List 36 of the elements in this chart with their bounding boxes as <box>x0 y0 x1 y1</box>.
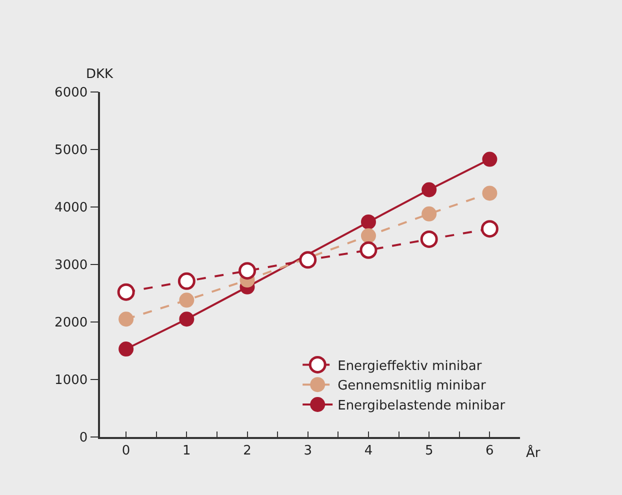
legend-label: Gennemsnitlig minibar <box>338 378 486 394</box>
point <box>480 220 498 238</box>
x-tick-label: 6 <box>486 443 494 458</box>
y-tick-label: 4000 <box>54 200 88 216</box>
point <box>118 312 134 327</box>
y-axis-title: DKK <box>86 67 114 82</box>
point <box>179 312 194 327</box>
x-tick-label: 5 <box>424 443 434 458</box>
point <box>420 230 438 248</box>
x-tick-label: 1 <box>182 443 191 458</box>
point <box>117 283 135 301</box>
point <box>299 251 317 269</box>
point <box>422 182 437 198</box>
y-tick-label: 3000 <box>54 258 88 274</box>
x-axis-title: År <box>526 444 541 461</box>
point <box>238 262 256 280</box>
y-tick-label: 1000 <box>54 373 88 388</box>
y-tick-label: 6000 <box>54 86 88 101</box>
x-tick-label: 3 <box>304 443 312 458</box>
point <box>179 292 194 308</box>
legend-label: Energibelastende minibar <box>338 398 506 414</box>
y-tick-label: 5000 <box>54 143 88 158</box>
point <box>360 241 378 259</box>
x-tick-label: 2 <box>243 443 252 458</box>
x-tick-label: 4 <box>364 443 373 458</box>
point <box>422 206 437 222</box>
x-tick-label: 0 <box>122 443 130 458</box>
point <box>360 228 376 244</box>
y-tick-label: 2000 <box>54 316 88 331</box>
point <box>118 342 134 357</box>
point <box>482 152 498 167</box>
point <box>178 272 196 290</box>
point <box>482 186 498 201</box>
legend-label: Energieffektiv minibar <box>338 358 482 374</box>
y-tick-label: 0 <box>79 430 88 446</box>
point <box>360 214 376 230</box>
